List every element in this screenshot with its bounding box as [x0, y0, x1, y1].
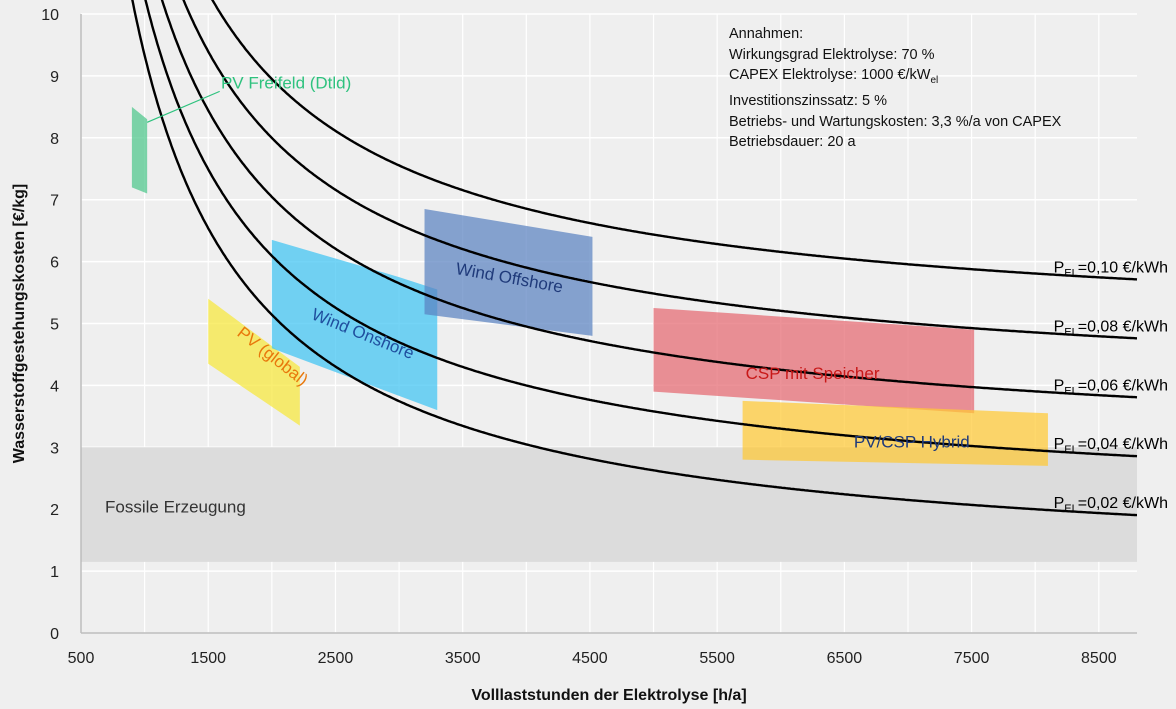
- y-tick-label: 0: [50, 626, 59, 643]
- series-line-0: [211, 0, 1138, 281]
- y-tick-label: 6: [50, 255, 59, 272]
- region-csp-mit-speicher: [653, 308, 975, 414]
- y-tick-label: 3: [50, 440, 59, 457]
- series-line-4: [131, 0, 1137, 517]
- y-tick-label: 2: [50, 502, 59, 519]
- cost-curves: [131, 0, 1138, 517]
- series-line-1: [182, 0, 1137, 340]
- y-tick-label: 9: [50, 69, 59, 86]
- assumption-capex-text: CAPEX Elektrolyse: 1000 €/kW: [729, 67, 931, 83]
- series-label-3: PEL=0,04 €/kWh: [1054, 436, 1168, 456]
- series-label-1: PEL=0,08 €/kWh: [1054, 318, 1168, 338]
- x-tick-label: 7500: [954, 650, 990, 667]
- region-label-pv-csp-hybrid: PV/CSP Hybrid: [854, 432, 970, 451]
- region-fossile-erzeugung: [81, 447, 1137, 562]
- assumptions-title: Annahmen:: [729, 26, 804, 42]
- x-tick-label: 500: [68, 650, 95, 667]
- y-axis-title: Wasserstoffgestehungskosten [€/kg]: [11, 184, 28, 463]
- y-tick-label: 4: [50, 378, 59, 395]
- pv-freifeld-leader: [146, 90, 220, 123]
- region-label-csp-mit-speicher: CSP mit Speicher: [746, 364, 880, 383]
- series-label-2: PEL=0,06 €/kWh: [1054, 377, 1168, 397]
- regions: [81, 106, 1137, 562]
- x-tick-label: 8500: [1081, 650, 1117, 667]
- assumption-lifetime: Betriebsdauer: 20 a: [729, 134, 856, 151]
- series-label-4: PEL=0,02 €/kWh: [1054, 495, 1168, 515]
- assumption-capex: CAPEX Elektrolyse: 1000 €/kWel: [729, 65, 1061, 91]
- series-line-3: [144, 0, 1138, 458]
- region-wind-offshore: [424, 208, 593, 336]
- assumption-capex-sub: el: [930, 74, 939, 86]
- x-tick-label: 2500: [318, 650, 354, 667]
- assumptions-box: Annahmen: Wirkungsgrad Elektrolyse: 70 %…: [729, 24, 1061, 153]
- y-tick-label: 1: [50, 564, 59, 581]
- axes: 500 1500 2500 3500 4500 5500 6500 7500 8500 0 1 2 3 4…: [11, 7, 1137, 704]
- assumption-opex: Betriebs- und Wartungskosten: 3,3 %/a vo…: [729, 113, 1062, 130]
- x-axis-title: Volllaststunden der Elektrolyse [h/a]: [471, 687, 746, 704]
- x-tick-label: 4500: [572, 650, 608, 667]
- region-label-pv-freifeld-dtld-: PV Freifeld (Dtld): [221, 73, 351, 92]
- assumption-interest: Investitionszinssatz: 5 %: [729, 93, 887, 110]
- y-tick-label: 7: [50, 193, 59, 210]
- series-label-0: PEL=0,10 €/kWh: [1054, 259, 1168, 279]
- region-pv-csp-hybrid: [742, 400, 1048, 466]
- region-pv-global-: [208, 298, 300, 426]
- y-tick-label: 5: [50, 317, 59, 334]
- region-pv-freifeld-dtld-: [131, 106, 148, 194]
- series-line-2: [160, 0, 1138, 399]
- y-tick-label: 10: [41, 7, 59, 24]
- x-tick-label: 6500: [827, 650, 863, 667]
- assumption-efficiency: Wirkungsgrad Elektrolyse: 70 %: [729, 46, 935, 63]
- x-tick-label: 1500: [190, 650, 226, 667]
- x-tick-label: 3500: [445, 650, 481, 667]
- region-label-fossile-erzeugung: Fossile Erzeugung: [105, 497, 246, 516]
- y-tick-label: 8: [50, 131, 59, 148]
- x-tick-label: 5500: [699, 650, 735, 667]
